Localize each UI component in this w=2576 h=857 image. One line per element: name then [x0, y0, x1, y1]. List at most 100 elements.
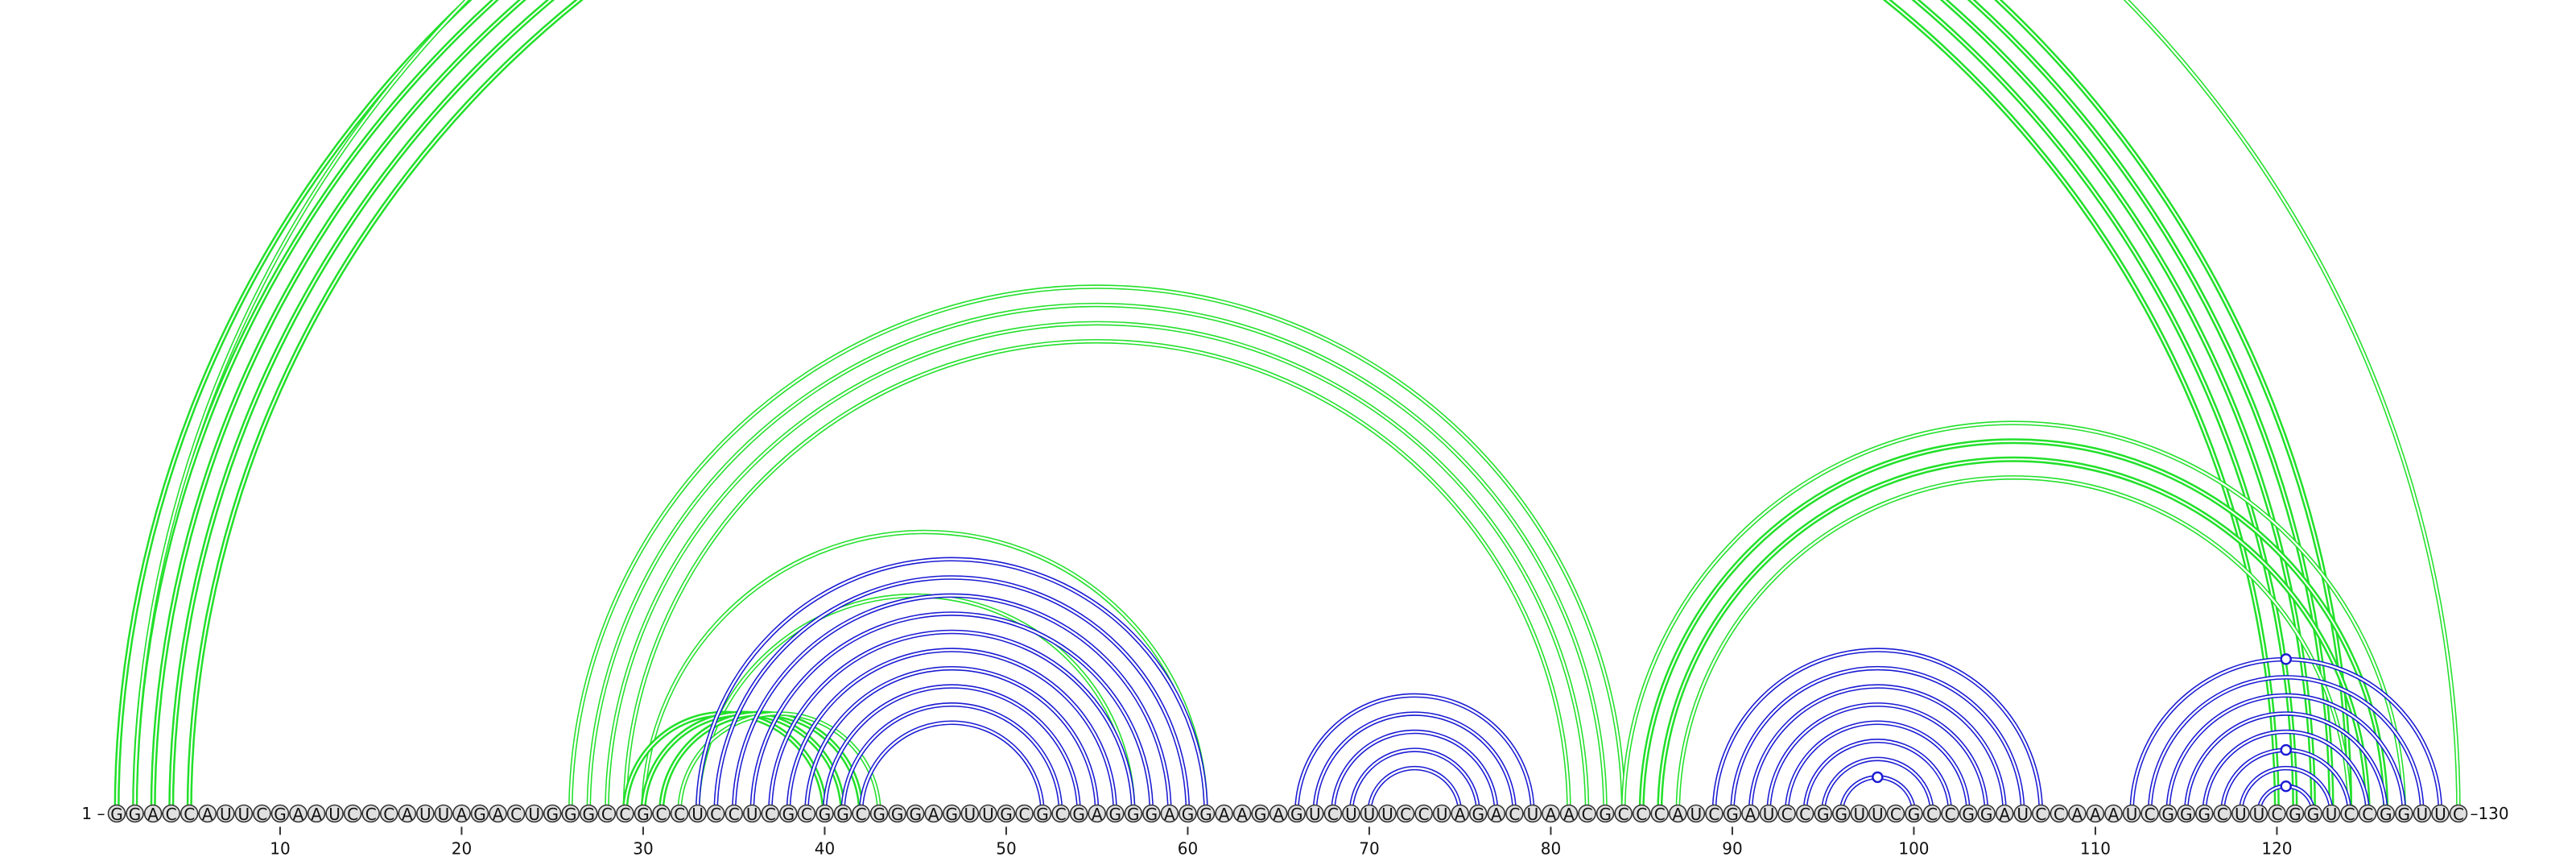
- nucleotide: C: [652, 804, 671, 824]
- nucleotide: U: [2413, 804, 2432, 824]
- nucleotide: U: [234, 804, 254, 824]
- nucleotide: G: [470, 804, 489, 824]
- nucleotide: G: [2177, 804, 2195, 824]
- nucleotide-letter: G: [583, 805, 596, 824]
- nucleotide-letter: C: [619, 805, 630, 824]
- nucleotide: G: [1105, 804, 1125, 824]
- nucleotide-letter: C: [2344, 805, 2355, 824]
- nucleotide-letter: C: [1327, 805, 1339, 824]
- nucleotide-letter: G: [110, 805, 123, 824]
- nucleotide-letter: U: [528, 805, 540, 824]
- nucleotide: A: [489, 804, 507, 824]
- nucleotide-letter: C: [674, 805, 685, 824]
- base-pair-arc: [1367, 765, 1463, 814]
- nucleotide-letter: A: [202, 805, 213, 824]
- nucleotide-letter: A: [493, 805, 504, 824]
- nucleotide-letter: C: [1636, 805, 1647, 824]
- base-pair-arc: [858, 720, 1045, 814]
- nucleotide: U: [216, 804, 235, 824]
- nucleotide: A: [1559, 804, 1579, 824]
- nucleotide-letter: C: [2054, 805, 2065, 824]
- nucleotide-letter: G: [782, 805, 795, 824]
- nucleotide: U: [434, 804, 453, 824]
- nucleotide-letter: C: [166, 805, 177, 824]
- tick-label: 50: [996, 839, 1016, 857]
- base-pair-arc: [586, 302, 1608, 814]
- nucleotide-letter: C: [1618, 805, 1629, 824]
- arc-apex-marker: [2280, 743, 2292, 756]
- nucleotide-letter: C: [1582, 805, 1593, 824]
- nucleotide-letter: U: [2235, 805, 2247, 824]
- nucleotide-letter: C: [601, 805, 613, 824]
- nucleotide-letter: U: [1872, 805, 1884, 824]
- nucleotide: C: [343, 804, 362, 824]
- nucleotide: U: [325, 804, 344, 824]
- nucleotide: C: [1795, 804, 1814, 824]
- nucleotide: C: [1614, 804, 1633, 824]
- nucleotide-letter: G: [546, 805, 559, 824]
- nucleotide-letter: G: [564, 805, 577, 824]
- nucleotide: G: [1251, 804, 1269, 824]
- base-pair-arc: [1730, 665, 2025, 814]
- nucleotide: G: [869, 804, 889, 824]
- nucleotide-letter: G: [1254, 805, 1267, 824]
- base-pair-arc: [132, 0, 2461, 814]
- nucleotide: G: [1287, 804, 1307, 824]
- nucleotide: C: [1922, 804, 1942, 824]
- nucleotide: C: [1323, 804, 1343, 824]
- base-pair-arc: [568, 284, 1626, 814]
- nucleotide-letter: C: [2035, 805, 2046, 824]
- nucleotide-letter: G: [891, 805, 904, 824]
- nucleotide: C: [1015, 804, 1034, 824]
- nucleotide: U: [1523, 804, 1542, 824]
- nucleotide-letter: C: [2145, 805, 2156, 824]
- nucleotide-letter: A: [928, 805, 939, 824]
- nucleotide: A: [1542, 804, 1560, 824]
- nucleotide-letter: A: [1236, 805, 1248, 824]
- nucleotide: A: [1269, 804, 1288, 824]
- nucleotide: U: [1342, 804, 1360, 824]
- nucleotide: G: [1905, 804, 1923, 824]
- nucleotide: C: [506, 804, 526, 824]
- nucleotide-letter: U: [1364, 805, 1376, 824]
- nucleotide: C: [361, 804, 381, 824]
- base-pair-arc: [2202, 729, 2370, 814]
- base-pair-arc: [713, 575, 1191, 814]
- nucleotide: U: [416, 804, 435, 824]
- nucleotide-letter: A: [2108, 805, 2120, 824]
- nucleotide-letter: U: [2126, 805, 2138, 824]
- nucleotide: G: [2376, 804, 2396, 824]
- nucleotide: C: [1941, 804, 1959, 824]
- nucleotide-letter: A: [1999, 805, 2010, 824]
- nucleotide-letter: C: [1945, 805, 1956, 824]
- nucleotide-letter: C: [2271, 805, 2282, 824]
- nucleotide-letter: G: [1726, 805, 1739, 824]
- nucleotide: U: [2122, 804, 2141, 824]
- nucleotide-letter: U: [419, 805, 431, 824]
- nucleotide-letter: G: [2198, 805, 2211, 824]
- base-pair-arc: [1620, 420, 2407, 814]
- nucleotide-letter: U: [2417, 805, 2429, 824]
- nucleotide-letter: U: [1527, 805, 1539, 824]
- nucleotide-letter: C: [2362, 805, 2373, 824]
- nucleotide: A: [1451, 804, 1469, 824]
- nucleotide: C: [1886, 804, 1905, 824]
- nucleotide-letter: C: [1019, 805, 1030, 824]
- nucleotide-letter: A: [1164, 805, 1175, 824]
- nucleotide-letter: G: [1472, 805, 1485, 824]
- nucleotide-letter: G: [1127, 805, 1140, 824]
- nucleotide-letter: C: [710, 805, 721, 824]
- nucleotide-letter: U: [2434, 805, 2446, 824]
- nucleotide-letter: A: [2090, 805, 2101, 824]
- nucleotide-letter: C: [1055, 805, 1067, 824]
- nucleotide: C: [597, 804, 617, 824]
- nucleotide-letter: C: [765, 805, 776, 824]
- nucleotide-letter: G: [873, 805, 886, 824]
- nucleotide-letter: A: [1455, 805, 1466, 824]
- base-pair-arc: [2220, 743, 2352, 814]
- base-pair-arc: [1312, 711, 1517, 814]
- nucleotide-letter: G: [473, 805, 486, 824]
- nucleotide: U: [1850, 804, 1869, 824]
- nucleotide-letter: G: [2398, 805, 2411, 824]
- base-pair-arc: [641, 529, 1208, 814]
